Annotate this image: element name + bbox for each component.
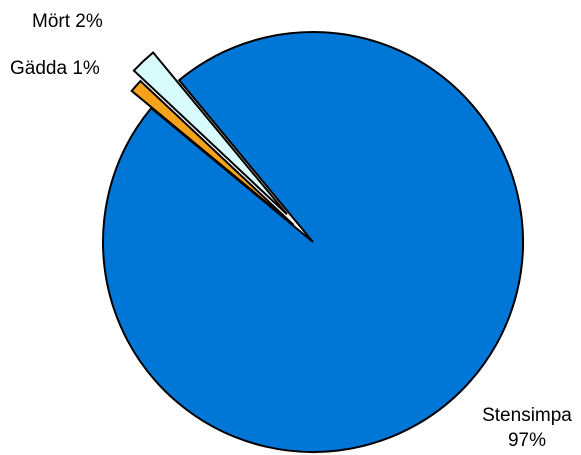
pie-slices [101,31,524,453]
slice-label-mort: Mört 2% [32,11,103,32]
slice-label-stensimpa-pct: 97% [508,430,546,451]
pie-slice-m-rt [132,51,288,216]
slice-label-stensimpa-name: Stensimpa [482,405,572,426]
slice-label-gadda: Gädda 1% [10,58,100,79]
pie-slice-g-dda [130,79,295,226]
pie-slice-stensimpa [101,31,524,453]
